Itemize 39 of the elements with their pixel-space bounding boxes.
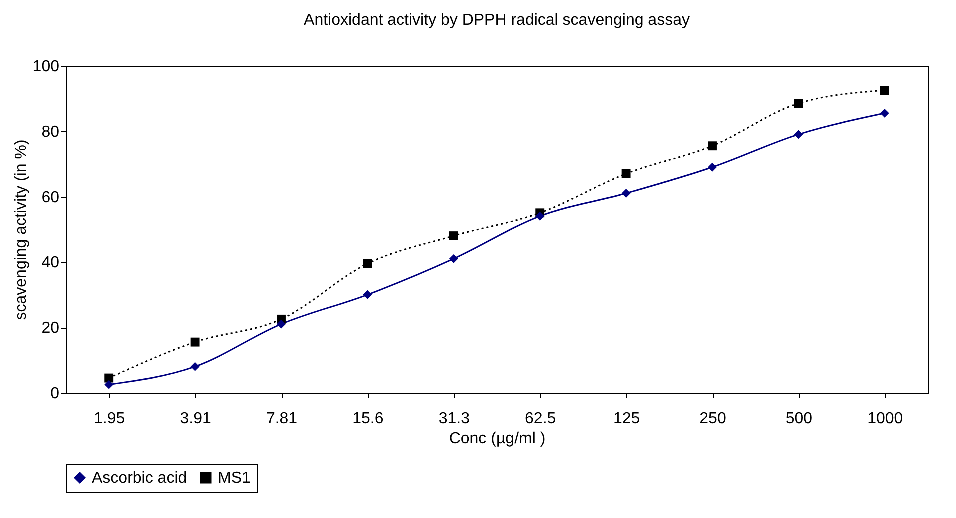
point xyxy=(190,338,200,347)
x-tick-label: 500 xyxy=(786,410,813,428)
legend-label: Ascorbic acid xyxy=(92,470,188,487)
chart-title: Antioxidant activity by DPPH radical scavenging assay xyxy=(304,12,690,29)
legend-label: MS1 xyxy=(218,470,251,487)
x-tick-label: 15.6 xyxy=(352,410,384,428)
point xyxy=(622,189,631,198)
point xyxy=(104,374,114,383)
x-tick-label: 250 xyxy=(700,410,726,428)
point xyxy=(880,108,890,118)
x-tick-label: 31.3 xyxy=(438,410,470,428)
x-tick-label: 1.95 xyxy=(94,410,126,428)
point xyxy=(277,320,286,329)
y-tick-label: 80 xyxy=(42,124,60,141)
y-tick-label: 60 xyxy=(42,189,60,206)
x-tick-label: 3.91 xyxy=(180,410,212,428)
point xyxy=(536,212,545,221)
x-tick-label: 7.81 xyxy=(266,410,298,428)
point xyxy=(794,99,804,108)
point xyxy=(449,232,458,241)
y-tick-label: 40 xyxy=(42,254,60,272)
x-tick-label: 125 xyxy=(613,410,640,428)
point xyxy=(104,380,114,390)
point xyxy=(622,169,631,178)
point xyxy=(708,142,717,151)
point xyxy=(190,362,200,372)
point xyxy=(363,290,372,300)
point xyxy=(708,162,717,172)
x-axis-title: Conc (µg/ml ) xyxy=(449,430,546,448)
y-tick-label: 20 xyxy=(42,320,60,338)
point xyxy=(880,86,890,95)
point xyxy=(794,130,804,140)
y-tick-label: 100 xyxy=(32,58,60,76)
y-axis-title: scavenging activity (in %) xyxy=(12,140,30,320)
point xyxy=(363,259,372,268)
x-tick-label: 62.5 xyxy=(525,410,556,428)
x-tick-label: 1000 xyxy=(868,410,904,428)
y-tick-label: 0 xyxy=(50,386,60,402)
point xyxy=(449,254,458,264)
